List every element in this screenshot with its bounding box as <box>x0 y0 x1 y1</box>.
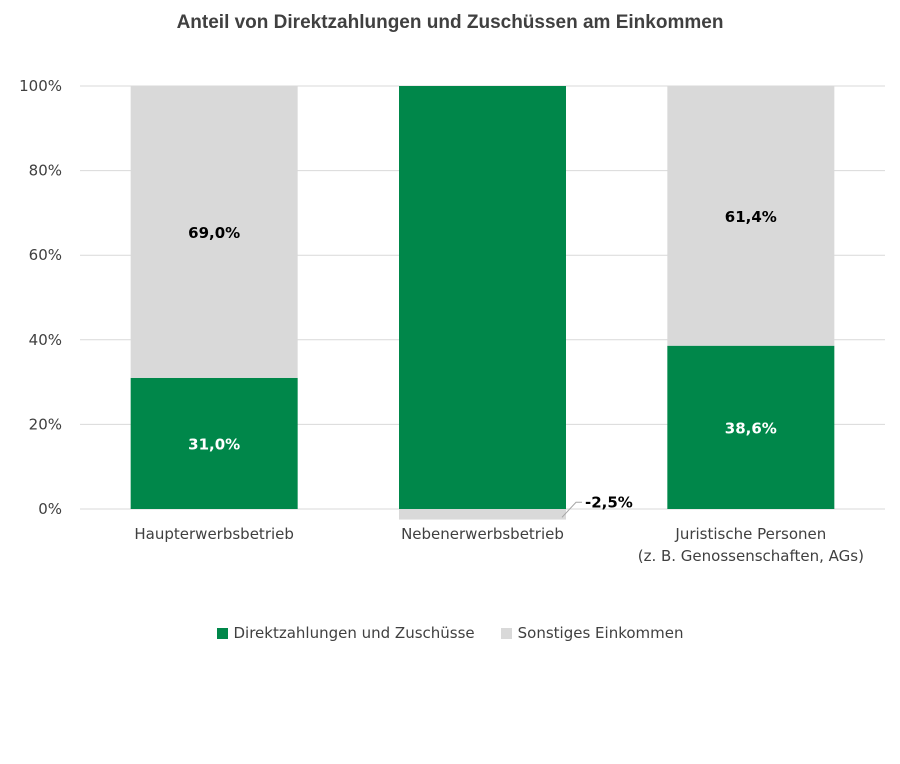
y-tick-label: 60% <box>29 246 62 264</box>
x-tick-label: Haupterwerbsbetrieb <box>134 525 294 543</box>
x-tick-label: Nebenerwerbsbetrieb <box>401 525 564 543</box>
label-leader-line <box>561 501 582 518</box>
legend-swatch-sonstiges <box>500 627 512 639</box>
legend-item-sonstiges: Sonstiges Einkommen <box>500 624 684 642</box>
y-tick-label: 0% <box>38 500 62 518</box>
legend-label-direktzahlungen: Direktzahlungen und Zuschüsse <box>233 624 475 642</box>
data-label: 61,4% <box>725 208 777 226</box>
chart-legend: Direktzahlungen und Zuschüsse Sonstiges … <box>0 624 900 642</box>
bar-segment-sonstiges <box>399 509 566 520</box>
x-tick-label: Juristische Personen <box>674 525 826 543</box>
chart-title: Anteil von Direktzahlungen und Zuschüsse… <box>176 12 724 33</box>
data-label: -2,5% <box>585 493 633 511</box>
data-label: 31,0% <box>188 435 240 453</box>
y-tick-label: 80% <box>29 162 62 180</box>
bar-segment-sonstiges <box>130 86 298 378</box>
bar-segment-sonstiges <box>667 86 835 346</box>
bar-chart: 0% 20% 40% 60% 80% 100% 31,0% 69,0% Haupterwerbs… <box>19 77 885 565</box>
legend-label-sonstiges: Sonstiges Einkommen <box>517 624 684 642</box>
data-label: 38,6% <box>725 419 777 437</box>
bar-segment-direktzahlungen <box>130 377 298 509</box>
data-label: 69,0% <box>188 224 240 242</box>
legend-swatch-direktzahlungen <box>216 627 228 639</box>
y-tick-label: 100% <box>19 77 62 95</box>
y-tick-label: 40% <box>29 331 62 349</box>
y-tick-label: 20% <box>29 415 62 433</box>
bar-segment-direktzahlungen <box>399 86 566 509</box>
x-tick-label: (z. B. Genossenschaften, AGs) <box>638 547 864 565</box>
legend-item-direktzahlungen: Direktzahlungen und Zuschüsse <box>216 624 475 642</box>
bar-segment-direktzahlungen <box>667 345 835 509</box>
